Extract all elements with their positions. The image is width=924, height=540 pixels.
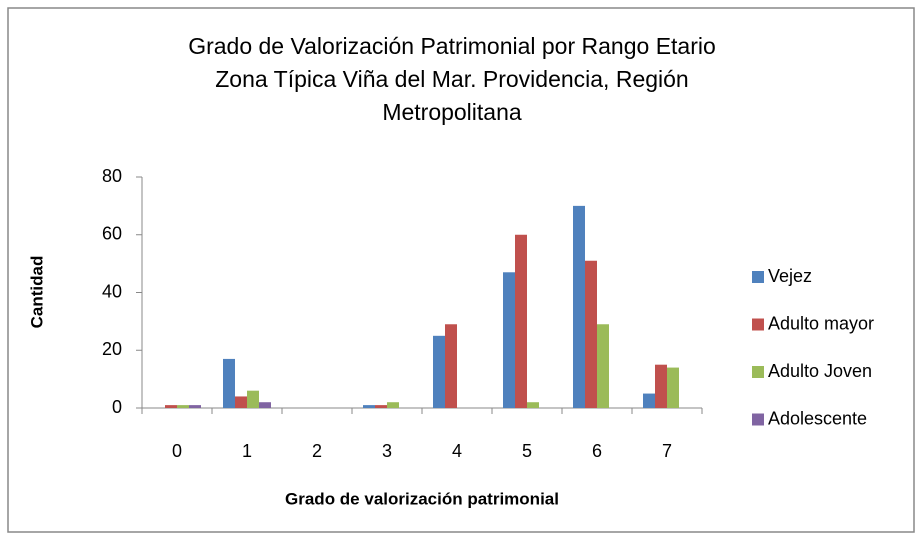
- legend-swatch: [752, 271, 764, 283]
- bar: [189, 405, 201, 408]
- y-axis-label: Cantidad: [27, 256, 46, 329]
- bar: [597, 324, 609, 408]
- legend-label: Adulto mayor: [768, 313, 874, 333]
- bar: [177, 405, 189, 408]
- chart-title: Grado de Valorización Patrimonial por Ra…: [188, 33, 716, 59]
- x-tick-label: 0: [172, 441, 182, 461]
- bar: [223, 358, 235, 408]
- bar: [573, 205, 585, 408]
- x-tick-label: 3: [382, 441, 392, 461]
- bar: [527, 402, 539, 408]
- bar: [445, 324, 457, 408]
- legend-swatch: [752, 366, 764, 378]
- bar: [247, 390, 259, 408]
- x-tick-label: 1: [242, 441, 252, 461]
- legend-swatch: [752, 318, 764, 331]
- chart-title: Metropolitana: [382, 99, 522, 125]
- bar: [165, 405, 177, 408]
- legend-label: Adolescente: [768, 408, 867, 428]
- legend-label: Adulto Joven: [768, 361, 872, 381]
- bar: [259, 402, 271, 408]
- y-tick-label: 40: [102, 281, 122, 301]
- x-tick-label: 5: [522, 441, 532, 461]
- bar: [643, 393, 655, 408]
- legend-swatch: [752, 413, 764, 426]
- y-tick-label: 0: [112, 397, 122, 417]
- bar: [667, 367, 679, 408]
- chart-frame: [7, 7, 915, 533]
- x-tick-label: 7: [662, 441, 672, 461]
- bar: [363, 405, 375, 408]
- x-axis-label: Grado de valorización patrimonial: [285, 489, 559, 508]
- bar: [503, 272, 515, 408]
- legend-label: Vejez: [768, 266, 812, 286]
- bar: [387, 402, 399, 408]
- bar: [585, 260, 597, 408]
- bar: [235, 396, 247, 408]
- y-tick-label: 80: [102, 166, 122, 186]
- x-tick-label: 4: [452, 441, 462, 461]
- bar: [375, 405, 387, 408]
- bar: [433, 335, 445, 408]
- x-tick-label: 2: [312, 441, 322, 461]
- bar: [655, 364, 667, 408]
- x-tick-label: 6: [592, 441, 602, 461]
- bar: [515, 234, 527, 408]
- y-tick-label: 20: [102, 339, 122, 359]
- chart-title: Zona Típica Viña del Mar. Providencia, R…: [215, 66, 688, 92]
- y-tick-label: 60: [102, 224, 122, 244]
